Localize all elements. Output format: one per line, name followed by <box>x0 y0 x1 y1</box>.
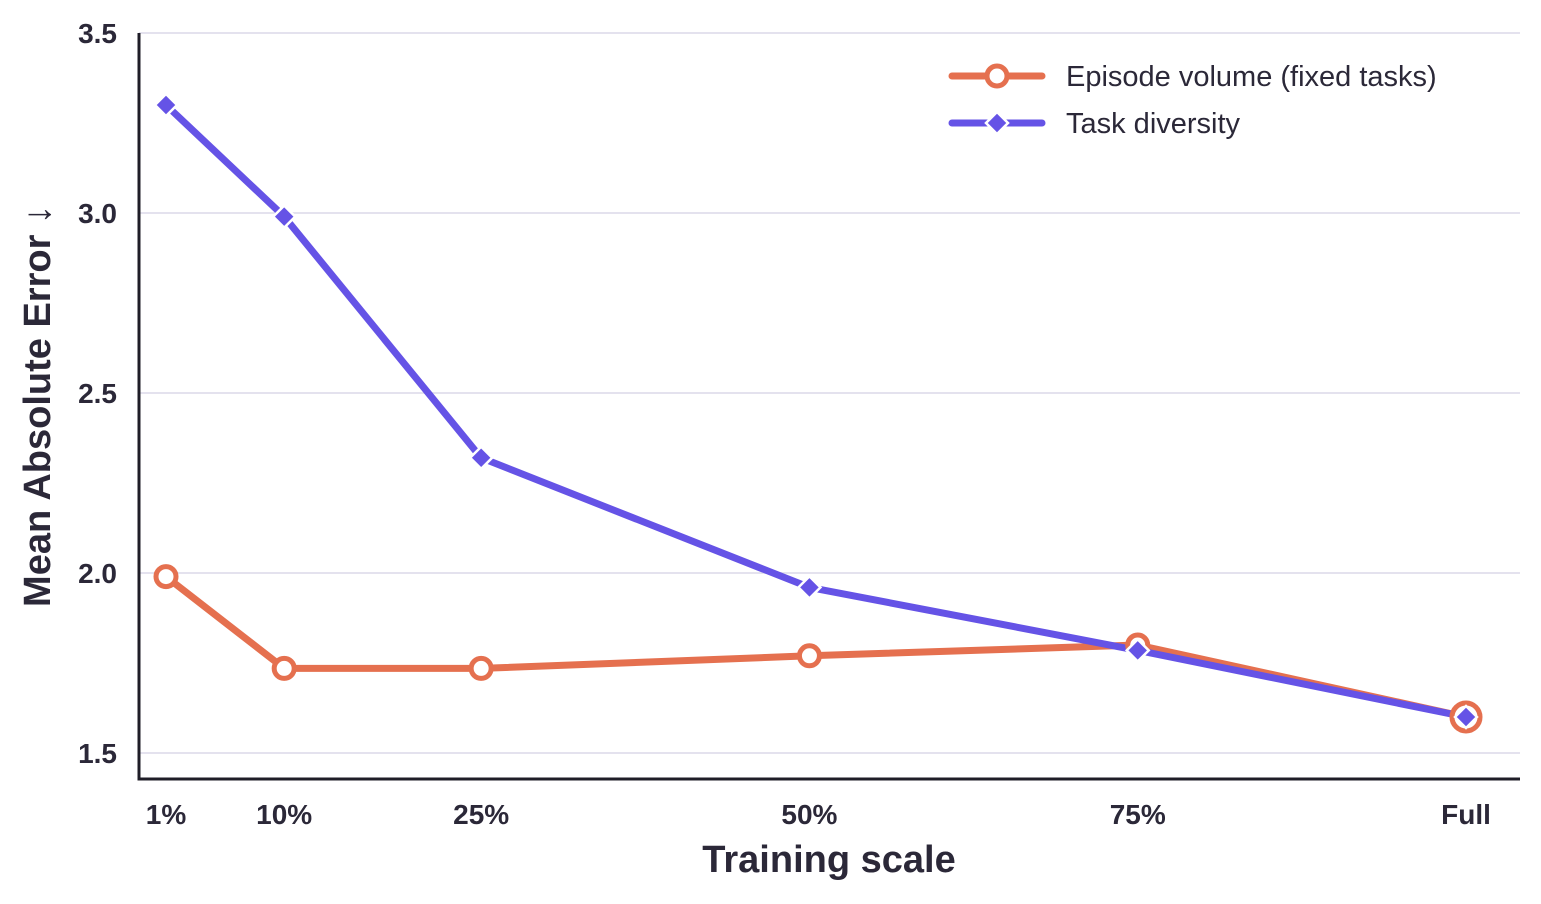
series-1-point <box>468 445 494 471</box>
y-axis-title: Mean Absolute Error ↓ <box>17 205 59 607</box>
series-line-0 <box>162 573 1470 721</box>
series-1-point <box>1453 704 1479 730</box>
grid-lines <box>139 32 1520 754</box>
series-1-point <box>153 92 179 118</box>
series-markers <box>153 92 1483 734</box>
y-tick-label: 2.5 <box>78 378 117 409</box>
series-1-point <box>796 574 823 601</box>
series-0-point <box>468 655 494 681</box>
x-tick-label: 75% <box>1110 799 1166 830</box>
series-1-point <box>271 203 297 230</box>
legend-marker-diamond <box>984 110 1010 136</box>
series-line-1 <box>162 101 1470 721</box>
x-tick-label: 50% <box>781 799 837 830</box>
axes <box>137 33 1520 781</box>
series-1-point <box>1124 637 1151 664</box>
x-tick-labels: 1% 10% 25% 50% 75% Full <box>146 799 1491 830</box>
legend-label: Episode volume (fixed tasks) <box>1066 61 1437 93</box>
legend: Episode volume (fixed tasks) Task diversi… <box>948 61 1437 140</box>
series-0-point <box>153 564 179 590</box>
legend-label: Task diversity <box>1066 108 1241 140</box>
y-tick-label: 3.5 <box>78 18 117 49</box>
x-tick-label: 25% <box>453 799 509 830</box>
series-0-point <box>796 643 822 669</box>
x-tick-label: Full <box>1441 799 1491 830</box>
y-tick-label: 2.0 <box>78 558 117 589</box>
x-tick-label: 1% <box>146 799 187 830</box>
y-tick-label: 1.5 <box>78 738 117 769</box>
legend-marker-circle <box>984 63 1010 89</box>
series-0-point <box>271 655 297 681</box>
y-tick-labels: 1.5 2.0 2.5 3.0 3.5 <box>78 18 117 769</box>
x-axis-title: Training scale <box>702 839 955 881</box>
y-tick-label: 3.0 <box>78 198 117 229</box>
series-lines <box>162 101 1470 721</box>
x-tick-label: 10% <box>256 799 312 830</box>
